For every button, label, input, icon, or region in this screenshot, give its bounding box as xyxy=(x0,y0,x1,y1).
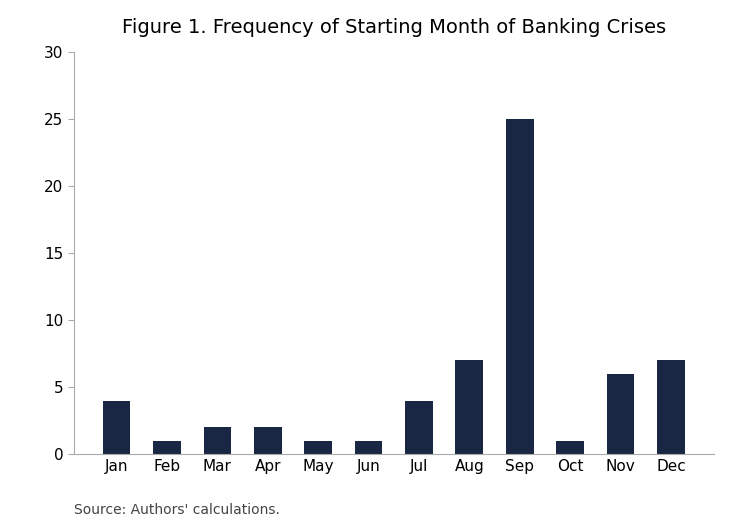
Bar xyxy=(506,119,534,454)
Bar xyxy=(103,400,130,454)
Bar xyxy=(606,374,634,454)
Bar xyxy=(304,441,332,454)
Bar xyxy=(153,441,181,454)
Bar xyxy=(556,441,584,454)
Bar xyxy=(456,360,484,454)
Text: Source: Authors' calculations.: Source: Authors' calculations. xyxy=(74,503,280,517)
Title: Figure 1. Frequency of Starting Month of Banking Crises: Figure 1. Frequency of Starting Month of… xyxy=(121,18,666,37)
Bar xyxy=(254,428,282,454)
Bar xyxy=(657,360,684,454)
Bar xyxy=(203,428,231,454)
Bar xyxy=(355,441,383,454)
Bar xyxy=(405,400,433,454)
